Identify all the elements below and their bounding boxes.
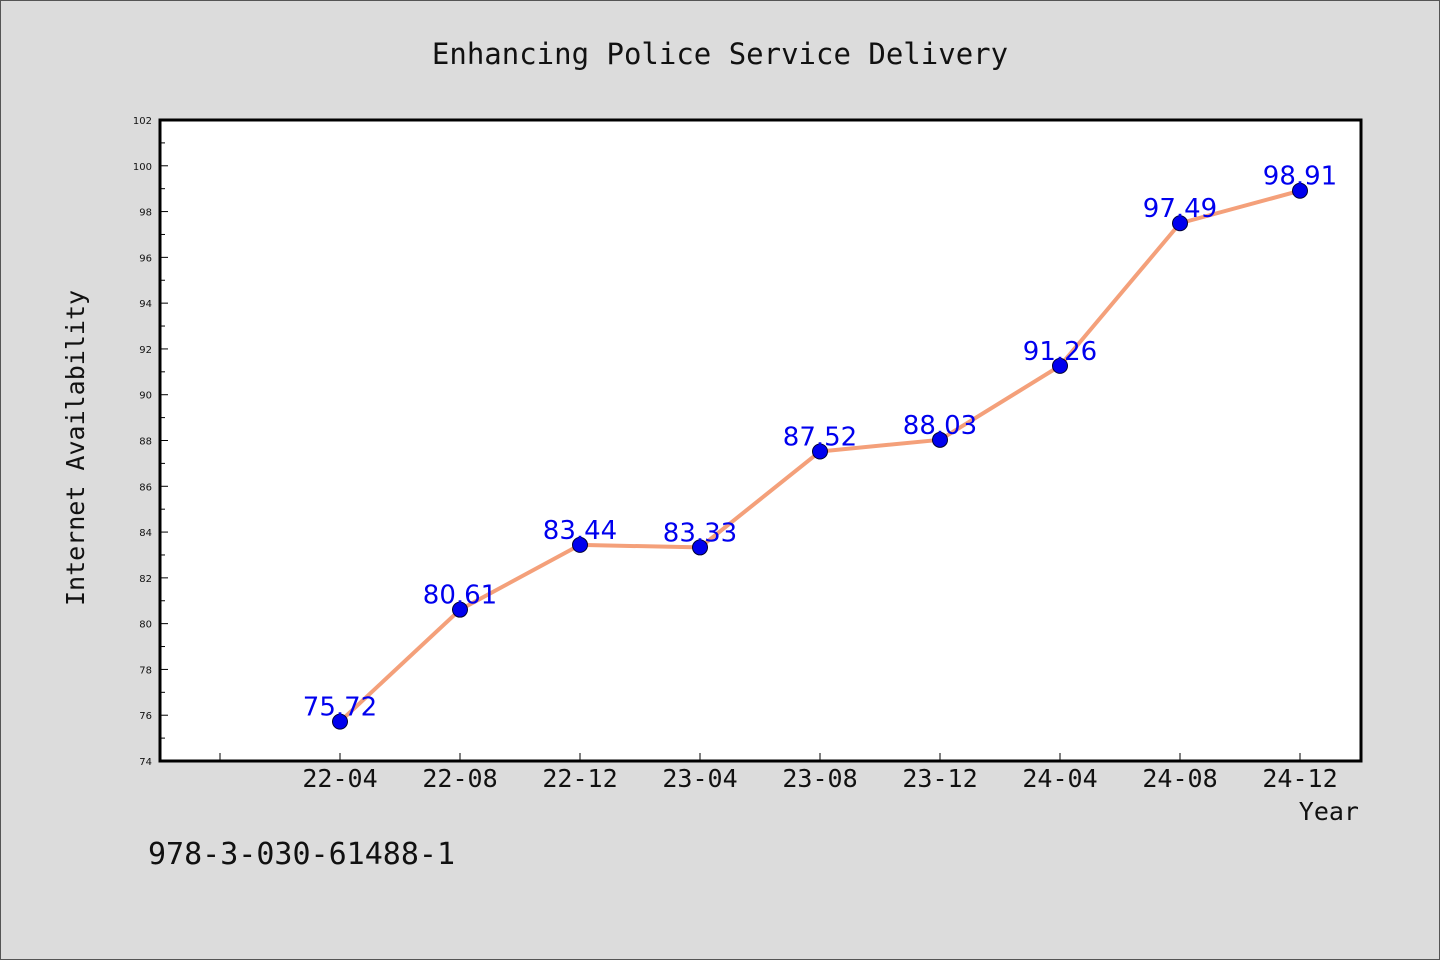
data-label: 87.52: [783, 422, 857, 452]
x-tick-label: 24-04: [1022, 764, 1097, 793]
x-tick-label: 22-12: [542, 764, 617, 793]
footnote-isbn: 978-3-030-61488-1: [148, 837, 455, 872]
y-tick-label: 98: [139, 208, 152, 219]
data-point: [572, 536, 588, 553]
y-tick-label: 94: [139, 299, 152, 310]
x-tick-label: 24-12: [1262, 764, 1337, 793]
data-point: [812, 443, 828, 460]
y-tick-label: 96: [139, 253, 152, 264]
data-labels: 75.72 80.61 83.44 83.33 87.52 88.03 91.26 97.49…: [303, 162, 1337, 723]
y-tick-label: 80: [139, 620, 152, 631]
y-tick-label: 76: [139, 711, 152, 722]
data-label: 88.03: [903, 411, 977, 441]
y-tick-label: 82: [139, 574, 152, 585]
y-tick-label: 90: [139, 391, 152, 402]
y-tick-label: 86: [139, 482, 152, 493]
data-point: [1172, 215, 1188, 232]
data-point: [332, 713, 348, 730]
y-tick-label: 78: [139, 665, 152, 676]
y-tick-label: 88: [139, 437, 152, 448]
data-label: 91.26: [1023, 337, 1097, 367]
y-tick-label: 102: [133, 116, 152, 127]
data-point: [692, 539, 708, 556]
x-tick-label: 24-08: [1142, 764, 1217, 793]
data-point: [932, 431, 948, 448]
y-tick-label: 74: [139, 757, 152, 768]
data-label: 98.91: [1263, 162, 1337, 192]
y-tick-label: 100: [133, 162, 152, 173]
y-axis-label: Internet Availability: [61, 290, 90, 606]
plot-area: [160, 120, 1361, 761]
data-label: 75.72: [303, 693, 377, 723]
y-tick-label: 92: [139, 345, 152, 356]
data-point: [452, 601, 468, 618]
x-tick-label: 22-08: [422, 764, 497, 793]
plot-border: [158, 118, 1363, 763]
data-label: 97.49: [1143, 194, 1217, 224]
x-tick-label: 23-08: [782, 764, 857, 793]
y-tick-label: 84: [139, 528, 152, 539]
x-axis-label: Year: [1299, 797, 1359, 826]
x-tick-label: 23-04: [662, 764, 737, 793]
data-label: 83.33: [663, 518, 737, 548]
x-tick-label: 23-12: [902, 764, 977, 793]
chart-title: Enhancing Police Service Delivery: [432, 37, 1008, 71]
data-point: [1052, 357, 1068, 374]
data-label: 80.61: [423, 581, 497, 611]
x-tick-label: 22-04: [302, 764, 377, 793]
series-layer: [332, 182, 1308, 730]
x-axis: 22-04 22-08 22-12 23-04 23-08 23-12 24-04 24-08…: [219, 753, 1338, 793]
data-label: 83.44: [543, 516, 617, 546]
data-point: [1292, 182, 1308, 199]
